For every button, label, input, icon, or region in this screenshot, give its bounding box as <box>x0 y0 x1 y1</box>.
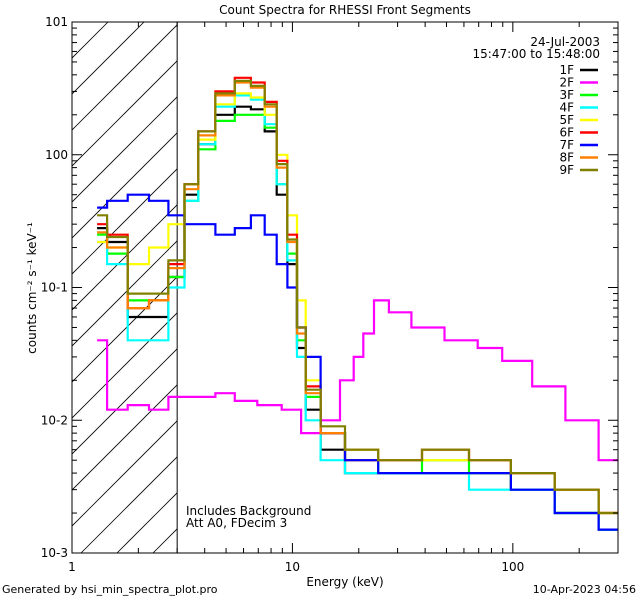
y-tick-label-1e0: 100 <box>45 148 68 162</box>
legend-label-6F: 6F <box>559 126 574 140</box>
legend-label-7F: 7F <box>559 138 574 152</box>
x-tick-label-1: 1 <box>68 560 76 574</box>
y-tick-label-1e1: 101 <box>45 15 68 29</box>
legend-label-8F: 8F <box>559 151 574 165</box>
series-9F <box>97 79 618 515</box>
series-8F <box>97 81 618 515</box>
y-axis-label: counts cm⁻² s⁻¹ keV⁻¹ <box>25 222 39 354</box>
spectra-series <box>97 76 618 531</box>
observation-time-range: 15:47:00 to 15:48:00 <box>473 47 600 61</box>
attenuator-annotation: Att A0, FDecim 3 <box>186 516 287 530</box>
hatch-line-15 <box>80 456 178 553</box>
series-4F <box>97 94 618 531</box>
legend-label-9F: 9F <box>559 163 574 177</box>
legend-label-3F: 3F <box>559 88 574 102</box>
observation-date: 24-Jul-2003 <box>530 35 600 49</box>
legend-label-5F: 5F <box>559 113 574 127</box>
legend-label-2F: 2F <box>559 76 574 90</box>
x-tick-label-100: 100 <box>501 560 524 574</box>
hatch-line-8 <box>72 204 178 311</box>
series-3F <box>97 113 618 531</box>
series-7F <box>97 193 618 531</box>
excluded-energy-hatch <box>72 22 178 553</box>
hatch-line-3 <box>72 24 178 131</box>
x-tick-label-10: 10 <box>285 560 300 574</box>
generation-timestamp: 10-Apr-2023 04:56 <box>532 583 636 596</box>
legend-label-1F: 1F <box>559 63 574 77</box>
hatch-line-13 <box>72 384 178 491</box>
chart-title: Count Spectra for RHESSI Front Segments <box>219 3 471 17</box>
hatch-line-5 <box>72 96 178 203</box>
series-2F <box>97 299 618 462</box>
series-6F <box>97 76 618 515</box>
x-axis-label: Energy (keV) <box>306 575 383 589</box>
hatch-line-4 <box>72 60 178 167</box>
y-tick-label-1e-2: 10-2 <box>41 413 68 427</box>
series-1F <box>97 105 618 531</box>
hatch-line-10 <box>72 276 178 383</box>
hatch-line-14 <box>72 420 178 527</box>
y-tick-label-1e-3: 10-3 <box>41 546 68 560</box>
axis-ticks <box>71 21 619 554</box>
legend-label-4F: 4F <box>559 101 574 115</box>
hatch-line-9 <box>72 240 178 347</box>
y-tick-label-1e-1: 10-1 <box>41 281 68 295</box>
generated-by-note: Generated by hsi_min_spectra_plot.pro <box>2 583 218 596</box>
background-annotation: Includes Background <box>186 504 311 518</box>
